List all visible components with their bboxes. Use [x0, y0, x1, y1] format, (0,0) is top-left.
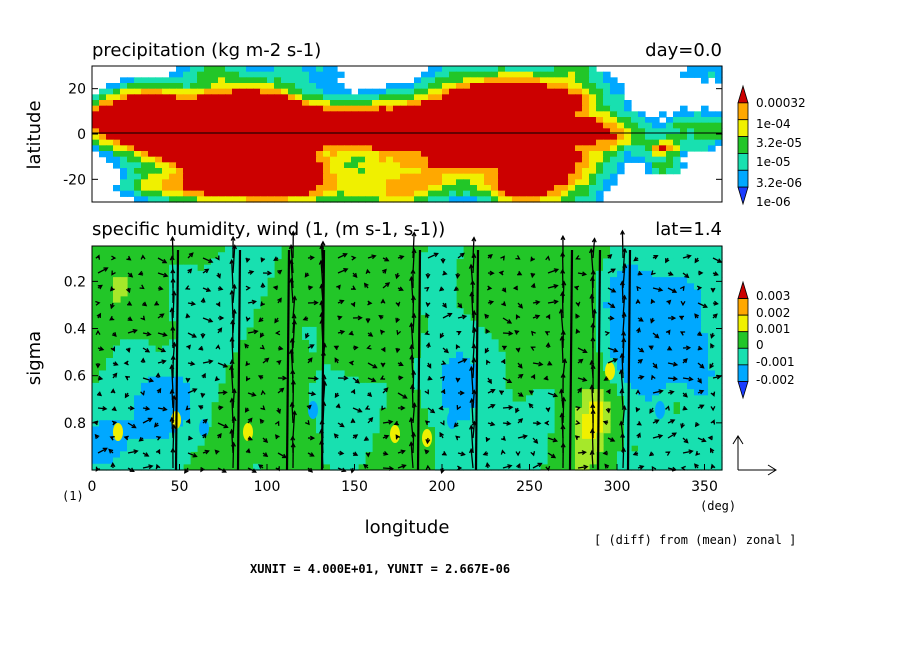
top-ytick-label: 0 — [77, 127, 86, 143]
units-footer: XUNIT = 4.000E+01, YUNIT = 2.667E-06 — [250, 562, 510, 576]
bottom-xtick-label: 150 — [341, 479, 368, 495]
humidity-color-legend: 0.003 0.002 0.001 0 -0.001 -0.002 — [737, 280, 795, 400]
bottom-xtick-label: 350 — [691, 479, 718, 495]
bottom-ytick-label: 0.4 — [64, 322, 86, 338]
legend-label: 1e-05 — [756, 155, 791, 169]
bottom-ytick-label: 0.8 — [64, 416, 86, 432]
legend-label: 0.003 — [756, 289, 790, 303]
legend-label: -0.001 — [756, 355, 795, 369]
legend-label: 3.2e-05 — [756, 136, 802, 150]
diff-note: [ (diff) from (mean) zonal ] — [594, 533, 796, 547]
bottom-panel-ylabel: sigma — [24, 331, 45, 385]
bottom-xtick-label: 0 — [88, 479, 97, 495]
bottom-xtick-label: 200 — [429, 479, 456, 495]
legend-label: -0.002 — [756, 373, 795, 387]
bottom-xtick-label: 250 — [516, 479, 543, 495]
precipitation-color-legend: 0.00032 1e-04 3.2e-05 1e-05 3.2e-06 1e-06 — [737, 84, 806, 209]
top-panel-ylabel: latitude — [24, 100, 45, 169]
bottom-xtick-label: 50 — [171, 479, 189, 495]
bottom-panel-lat-label: lat=1.4 — [655, 219, 722, 240]
corner-label: (1) — [62, 489, 84, 503]
bottom-xtick-label: 100 — [254, 479, 281, 495]
legend-label: 0.00032 — [756, 96, 806, 110]
legend-label: 0.001 — [756, 322, 790, 336]
legend-label: 1e-06 — [756, 195, 791, 209]
bottom-panel-title: specific humidity, wind (1, (m s-1, s-1)… — [92, 219, 445, 240]
top-panel-day-label: day=0.0 — [645, 40, 722, 61]
top-ytick-label: -20 — [63, 172, 86, 188]
top-panel-title: precipitation (kg m-2 s-1) — [92, 40, 321, 61]
x-unit-label: (deg) — [700, 499, 736, 513]
legend-label: 3.2e-06 — [756, 176, 802, 190]
legend-label: 0 — [756, 338, 764, 352]
precipitation-contour-field — [92, 66, 723, 203]
bottom-ytick-label: 0.2 — [64, 274, 86, 290]
top-ytick-label: 20 — [68, 82, 86, 98]
bottom-panel-xlabel: longitude — [365, 517, 450, 538]
bottom-panel-frame — [91, 245, 723, 471]
legend-label: 1e-04 — [756, 117, 791, 131]
legend-label: 0.002 — [756, 306, 790, 320]
bottom-ytick-label: 0.6 — [64, 369, 86, 385]
wind-vector-field — [93, 229, 723, 474]
reference-vector — [732, 435, 777, 476]
bottom-xtick-label: 300 — [604, 479, 631, 495]
